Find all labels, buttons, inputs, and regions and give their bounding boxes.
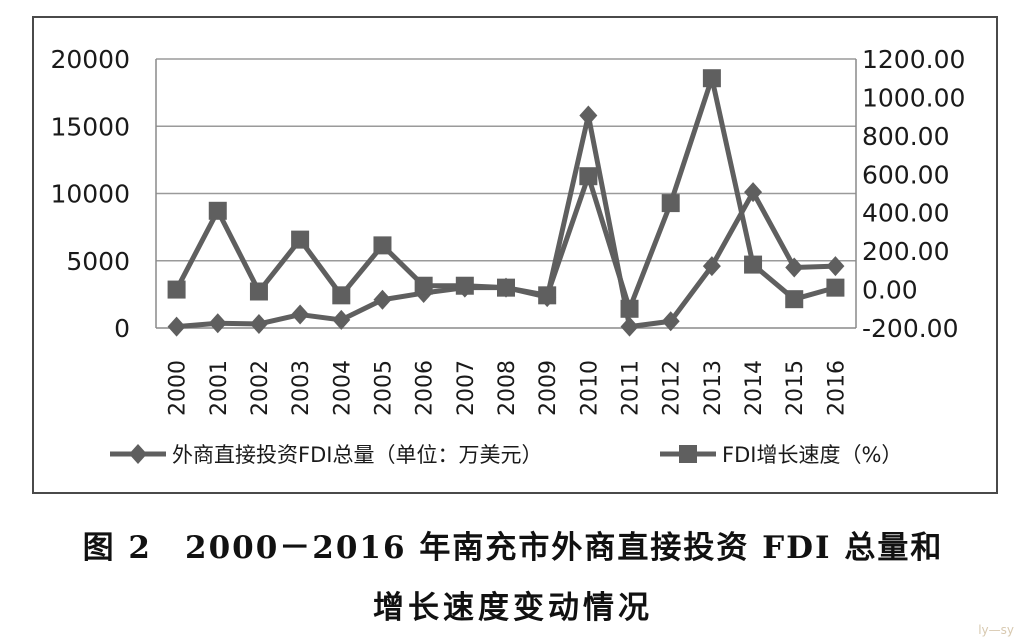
x-tick-label: 2011 (619, 360, 644, 416)
series-1-point (744, 182, 763, 203)
chart-svg: 0 5000 10000 15000 20000 -200.00 0.00 200.00 40… (50, 45, 965, 467)
series-1-point (332, 309, 351, 330)
series-1-point (702, 256, 721, 277)
series-layer (167, 69, 845, 337)
series-2-point (702, 69, 721, 88)
series-1-point (208, 313, 227, 334)
x-tick-label: 2013 (701, 360, 726, 416)
left-tick-label: 0 (114, 314, 130, 343)
x-tick-label: 2015 (783, 360, 808, 416)
left-tick-label: 15000 (50, 112, 130, 141)
legend-marker-2 (679, 445, 697, 463)
x-tick-label: 2005 (371, 360, 396, 416)
series-2-point (249, 282, 268, 301)
legend-label-2: FDI增长速度（%） (722, 443, 902, 467)
watermark: ly—sy (978, 623, 1014, 637)
right-tick-label: 1200.00 (862, 45, 965, 74)
series-1-point (620, 316, 639, 337)
right-tick-label: 800.00 (862, 122, 949, 151)
series-1-point (826, 256, 845, 277)
series-2-point (785, 290, 804, 309)
figure-caption-line2: 增长速度变动情况 (373, 590, 653, 626)
series-2-point (538, 286, 557, 305)
series-2-point (826, 278, 845, 297)
left-tick-label: 5000 (66, 247, 130, 276)
series-2-point (414, 276, 433, 295)
x-tick-label: 2001 (207, 360, 232, 416)
x-axis-ticks: 2000 2001 2002 2003 2004 2005 2006 2007 2008 2009… (166, 360, 850, 416)
legend: 外商直接投资FDI总量（单位：万美元） FDI增长速度（%） (110, 443, 902, 467)
chart-frame: 0 5000 10000 15000 20000 -200.00 0.00 200.00 40… (32, 16, 998, 494)
series-2-point (661, 194, 680, 213)
x-tick-label: 2014 (742, 360, 767, 416)
left-axis-ticks: 0 5000 10000 15000 20000 (50, 45, 130, 343)
series-2-point (744, 255, 763, 274)
series-1-point (661, 311, 680, 332)
x-tick-label: 2010 (577, 360, 602, 416)
x-tick-label: 2004 (330, 360, 355, 416)
legend-label-1: 外商直接投资FDI总量（单位：万美元） (172, 443, 542, 467)
legend-marker-1 (129, 444, 147, 464)
x-tick-label: 2016 (824, 360, 849, 416)
series-2-point (291, 230, 310, 249)
left-tick-label: 20000 (50, 45, 130, 74)
series-1-point (373, 289, 392, 310)
right-tick-label: 0.00 (862, 276, 918, 305)
x-tick-label: 2003 (289, 360, 314, 416)
series-2-point (332, 286, 351, 305)
series-2-point (620, 299, 639, 318)
grid-lines (155, 58, 857, 329)
series-2-point (579, 167, 598, 186)
x-tick-label: 2000 (166, 360, 191, 416)
series-2-point (373, 236, 392, 255)
right-tick-label: 400.00 (862, 199, 949, 228)
x-tick-label: 2006 (413, 360, 438, 416)
figure-caption-line1: 图 2 2000－2016 年南充市外商直接投资 FDI 总量和 (82, 530, 944, 566)
series-2-point (455, 276, 474, 295)
series-2-point (167, 280, 186, 299)
right-tick-label: 1000.00 (862, 83, 965, 112)
right-tick-label: -200.00 (862, 314, 959, 343)
right-tick-label: 600.00 (862, 160, 949, 189)
right-tick-label: 200.00 (862, 237, 949, 266)
series-1-point (167, 316, 186, 337)
right-axis-ticks: -200.00 0.00 200.00 400.00 600.00 800.00 1000.… (862, 45, 965, 343)
x-tick-label: 2002 (248, 360, 273, 416)
left-tick-label: 10000 (50, 180, 130, 209)
x-tick-label: 2009 (536, 360, 561, 416)
series-1-point (291, 304, 310, 325)
x-tick-label: 2007 (454, 360, 479, 416)
series-1-point (579, 105, 598, 126)
series-1-point (249, 313, 268, 334)
x-tick-label: 2012 (660, 360, 685, 416)
x-tick-label: 2008 (495, 360, 520, 416)
series-1-point (785, 257, 804, 278)
series-2-point (208, 201, 227, 220)
series-2-point (497, 278, 515, 297)
